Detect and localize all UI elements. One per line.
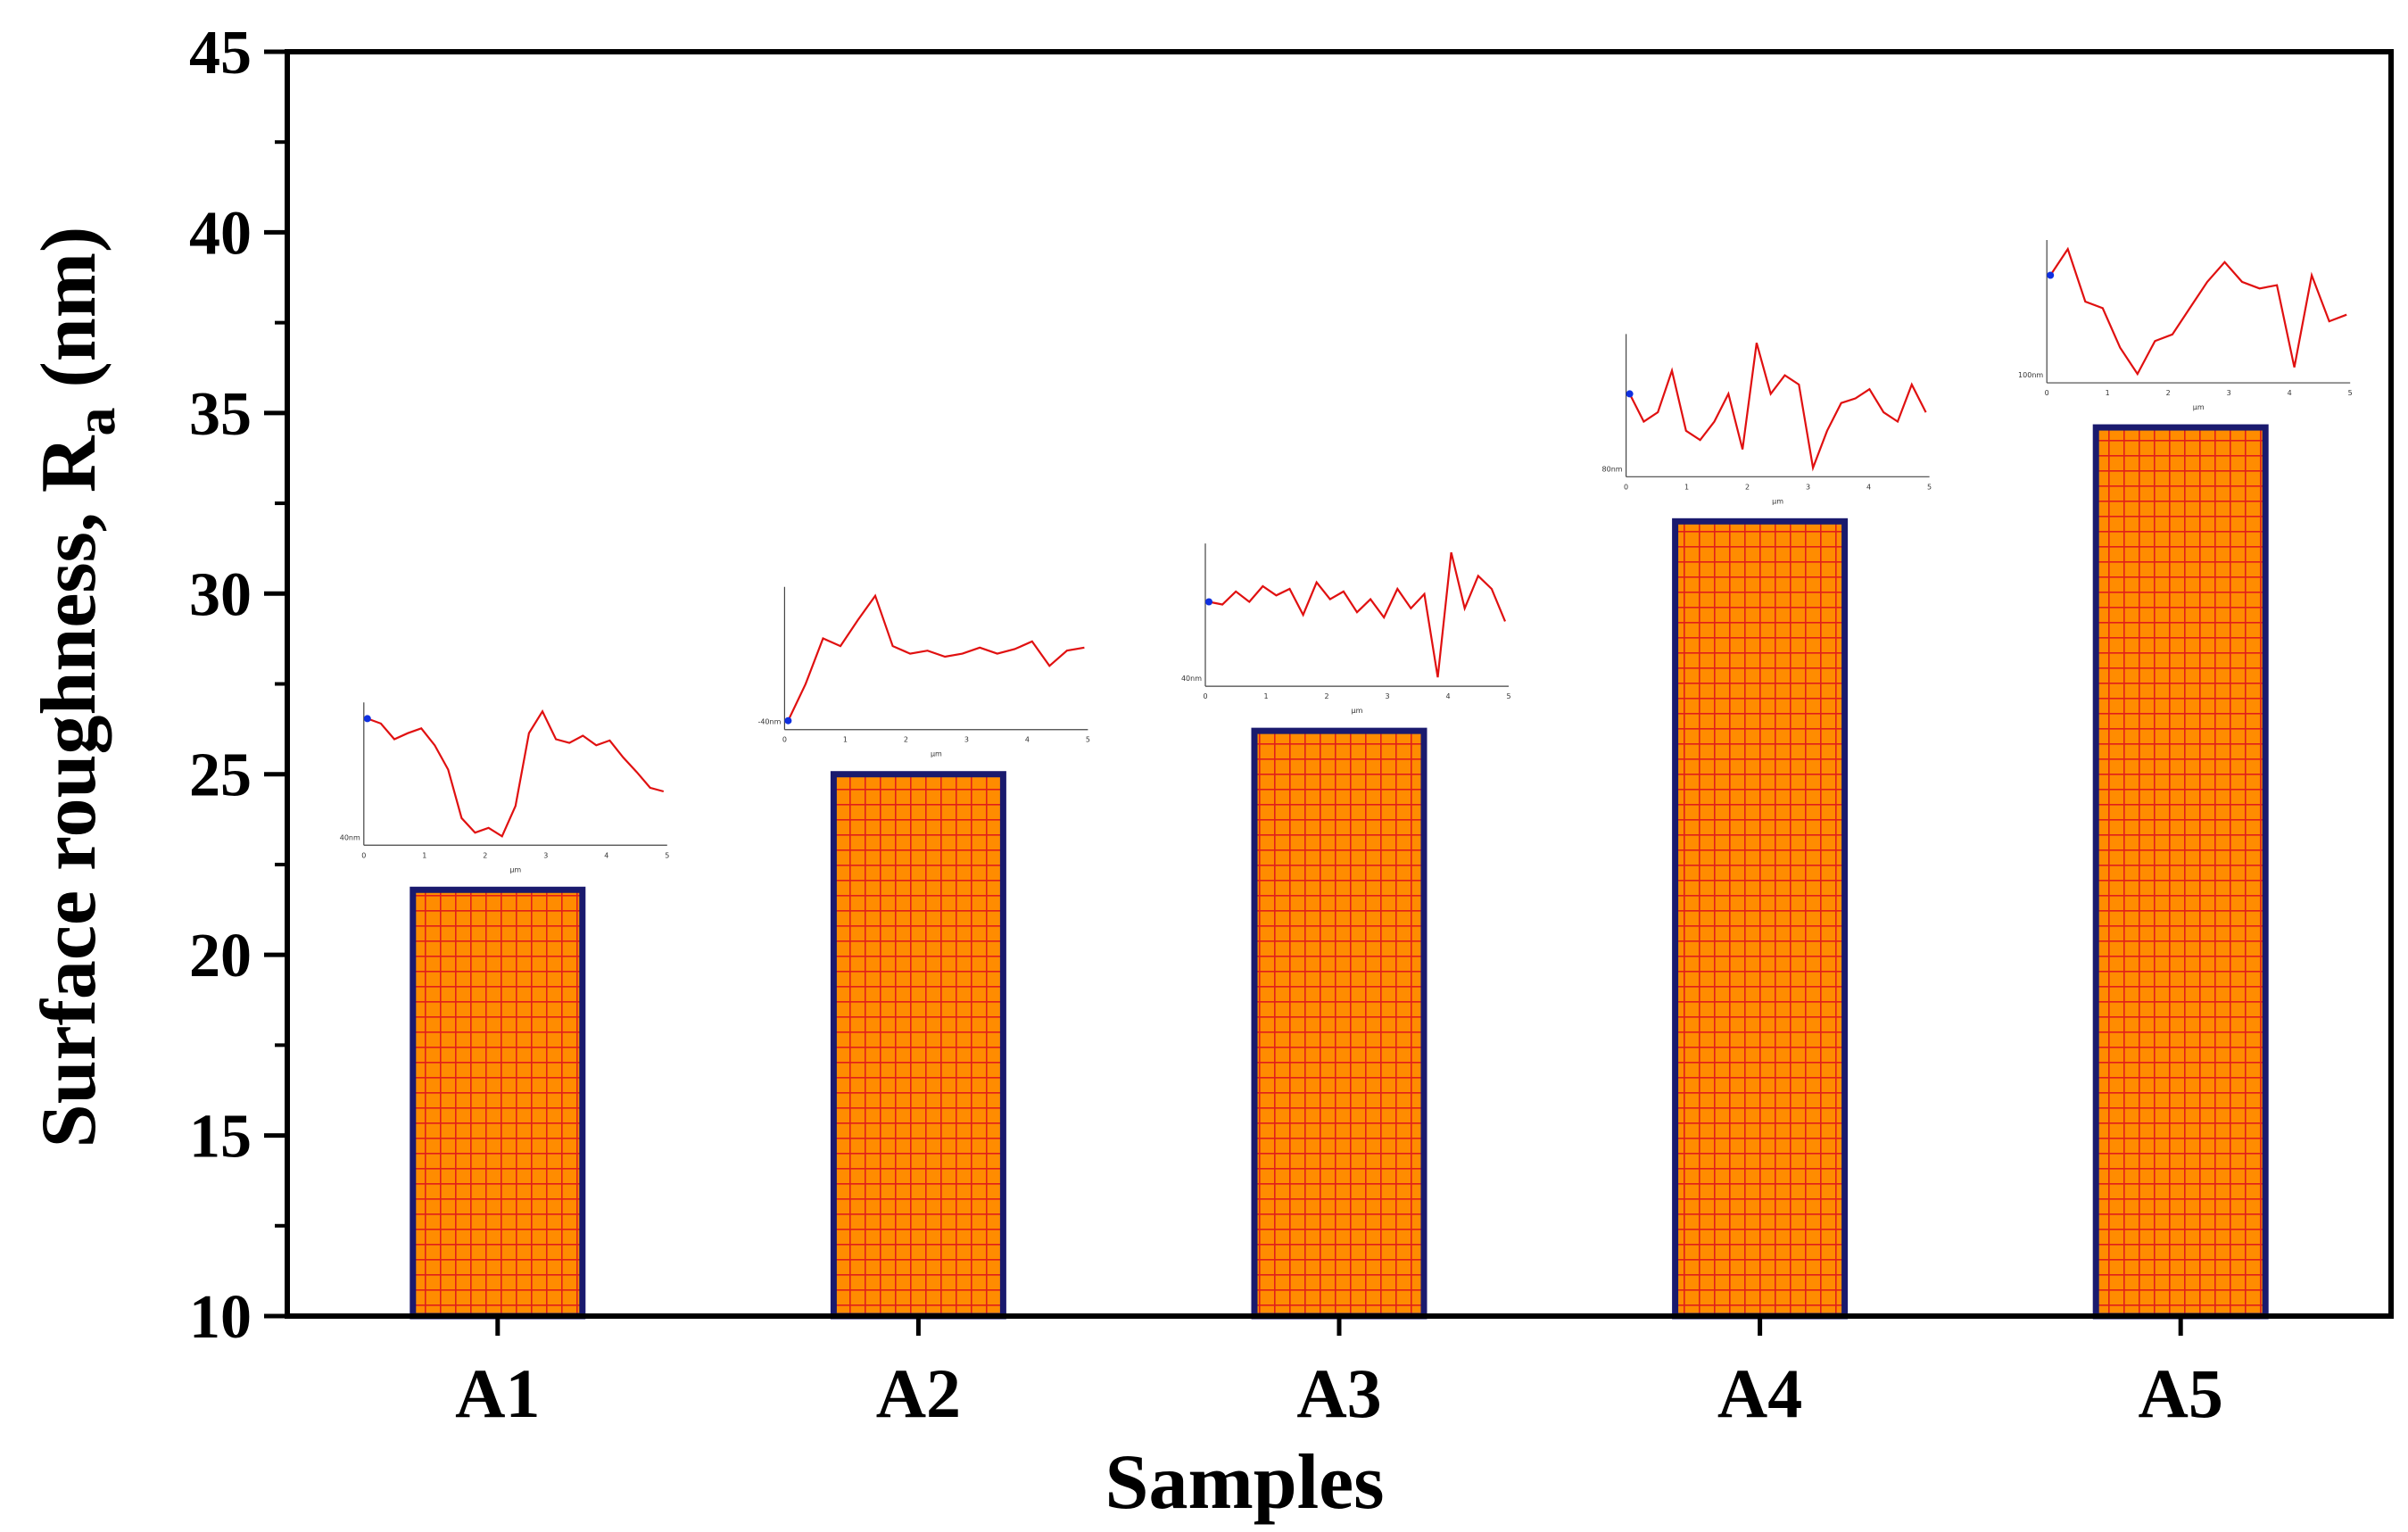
inset-profile-a4: 0 1 2 3 4 5 µm 80nm [1602, 334, 1932, 505]
inset-x-tick-label: 4 [1025, 736, 1030, 744]
x-tick-label-a3: A3 [1296, 1354, 1381, 1432]
inset-y-label: -40nm [757, 718, 781, 726]
inset-x-tick-label: 1 [2106, 389, 2110, 397]
inset-start-marker [2047, 271, 2055, 279]
x-tick-label-a5: A5 [2139, 1354, 2223, 1432]
inset-start-marker [784, 716, 792, 725]
y-axis-title-main: Surface roughness, R [26, 435, 112, 1147]
y-tick-label-25: 25 [189, 741, 252, 810]
y-axis-title-unit: (nm) [26, 227, 112, 388]
inset-x-tick-label: 5 [1927, 483, 1932, 491]
inset-profiles-layer: 0 1 2 3 4 5 µm 40nm 0 1 2 3 4 5 µm -40nm 0 1 2 3 4 5 µm 40nm 0 1 2… [340, 240, 2353, 874]
inset-x-unit: µm [1772, 497, 1783, 505]
x-tick-label-a1: A1 [455, 1354, 540, 1432]
inset-x-tick-label: 1 [843, 736, 848, 744]
inset-profile-a1: 0 1 2 3 4 5 µm 40nm [340, 702, 669, 874]
inset-x-tick-label: 2 [1324, 692, 1328, 700]
inset-start-marker [363, 715, 371, 723]
inset-y-label: 40nm [1181, 675, 1202, 683]
inset-y-label: 100nm [2018, 371, 2043, 379]
inset-start-marker [1205, 598, 1212, 606]
inset-profile-line [787, 593, 1085, 722]
inset-profile-a2: 0 1 2 3 4 5 µm -40nm [757, 586, 1090, 758]
bar-a1 [410, 886, 586, 1320]
y-axis-title-subscript: a [63, 408, 127, 436]
inset-x-tick-label: 0 [782, 736, 787, 744]
inset-x-unit: µm [931, 750, 942, 758]
inset-profile-line [2049, 246, 2347, 377]
y-tick-label-40: 40 [189, 199, 252, 268]
bar-a2 [830, 771, 1006, 1320]
bar-a3 [1251, 727, 1427, 1320]
y-tick-label-45: 45 [189, 19, 252, 87]
inset-x-tick-label: 0 [1624, 483, 1628, 491]
inset-y-label: 40nm [340, 833, 360, 841]
inset-x-tick-label: 1 [1263, 692, 1268, 700]
y-tick-label-20: 20 [189, 922, 252, 990]
inset-x-tick-label: 0 [361, 851, 366, 859]
inset-profile-line [367, 709, 665, 838]
bar-a4 [1672, 518, 1849, 1320]
inset-x-tick-label: 3 [964, 736, 969, 744]
bars-layer [410, 424, 2269, 1320]
inset-x-tick-label: 3 [1385, 692, 1389, 700]
inset-x-tick-label: 4 [2288, 389, 2292, 397]
y-tick-label-10: 10 [189, 1283, 252, 1352]
inset-x-tick-label: 5 [1506, 692, 1510, 700]
inset-x-tick-label: 3 [1806, 483, 1810, 491]
y-axis-title: Surface roughness, Ra (nm) [26, 227, 127, 1148]
inset-x-tick-label: 4 [1866, 483, 1871, 491]
inset-profile-line [1208, 551, 1507, 678]
inset-profile-a5: 0 1 2 3 4 5 µm 100nm [2018, 240, 2353, 411]
labels-layer: Samples Surface roughness, Ra (nm) [26, 227, 1384, 1526]
inset-start-marker [1626, 390, 1634, 398]
inset-x-tick-label: 3 [2227, 389, 2231, 397]
inset-x-tick-label: 1 [1684, 483, 1689, 491]
x-axis-title: Samples [1105, 1439, 1385, 1526]
inset-x-unit: µm [509, 865, 521, 874]
y-tick-label-15: 15 [189, 1103, 252, 1172]
inset-x-tick-label: 2 [1745, 483, 1750, 491]
inset-x-tick-label: 2 [2166, 389, 2171, 397]
inset-x-unit: µm [1352, 707, 1363, 715]
inset-x-tick-label: 3 [543, 851, 548, 859]
y-tick-label-35: 35 [189, 380, 252, 449]
inset-x-tick-label: 5 [665, 851, 669, 859]
y-tick-label-30: 30 [189, 560, 252, 629]
inset-x-tick-label: 0 [2045, 389, 2049, 397]
inset-y-label: 80nm [1602, 465, 1623, 473]
x-tick-label-a2: A2 [876, 1354, 961, 1432]
bar-a5 [2092, 424, 2269, 1320]
inset-x-tick-label: 1 [422, 851, 426, 859]
inset-x-tick-label: 5 [1086, 736, 1090, 744]
inset-x-tick-label: 4 [604, 851, 608, 859]
inset-x-tick-label: 2 [904, 736, 908, 744]
inset-x-tick-label: 4 [1445, 692, 1450, 700]
inset-x-tick-label: 5 [2348, 389, 2353, 397]
inset-x-tick-label: 2 [483, 851, 487, 859]
inset-x-unit: µm [2193, 403, 2205, 411]
x-tick-label-a4: A4 [1717, 1354, 1802, 1432]
inset-x-tick-label: 0 [1203, 692, 1207, 700]
inset-profile-line [1628, 343, 1927, 472]
inset-profile-a3: 0 1 2 3 4 5 µm 40nm [1181, 543, 1511, 715]
